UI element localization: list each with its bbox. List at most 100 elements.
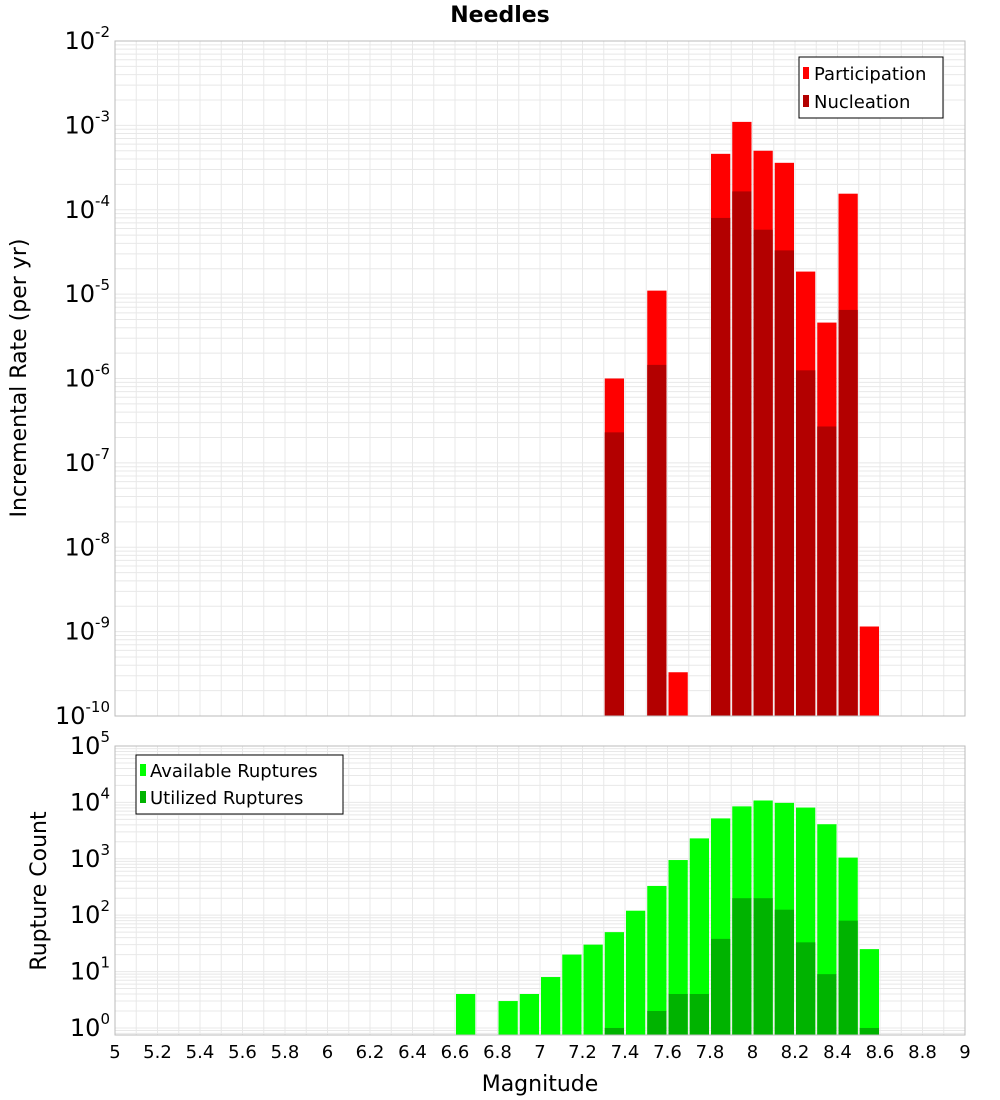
rate-legend-box bbox=[798, 56, 944, 119]
nucleation-bar bbox=[711, 217, 731, 716]
rate-legend: Participation Nucleation bbox=[798, 56, 944, 119]
participation-bar bbox=[859, 626, 879, 716]
y-tick-base: 10 bbox=[55, 702, 86, 730]
y-tick-exponent: -4 bbox=[95, 192, 110, 210]
x-tick-label: 6.8 bbox=[483, 1042, 512, 1063]
y-tick-base: 10 bbox=[64, 449, 95, 477]
x-tick-label: 7.2 bbox=[568, 1042, 597, 1063]
utilized-ruptures-bar bbox=[732, 898, 752, 1035]
x-tick-label: 8 bbox=[747, 1042, 758, 1063]
y-tick-label: 10-6 bbox=[64, 361, 110, 393]
y-tick-exponent: -7 bbox=[95, 445, 110, 463]
nucleation-bar bbox=[604, 432, 624, 716]
x-tick-label: 5.2 bbox=[143, 1042, 172, 1063]
chart-title: Needles bbox=[450, 3, 550, 28]
y-tick-label: 10-3 bbox=[64, 107, 110, 139]
utilized-legend-swatch bbox=[140, 791, 146, 803]
x-tick-label: 6.2 bbox=[356, 1042, 385, 1063]
available-ruptures-bar bbox=[859, 949, 879, 1035]
y-tick-base: 10 bbox=[70, 732, 101, 760]
count-bars bbox=[456, 800, 879, 1035]
x-tick-label: 8.4 bbox=[823, 1042, 852, 1063]
y-tick-label: 10-10 bbox=[55, 698, 110, 730]
y-tick-base: 10 bbox=[70, 901, 101, 929]
x-ticks: 5 5.2 5.4 5.6 5.8 6 6.2 6.4 6.6 6.8 7 7.2 7.4 7.6 7.8 8… bbox=[109, 1042, 970, 1063]
utilized-ruptures-bar bbox=[689, 994, 709, 1035]
nucleation-bar bbox=[732, 191, 752, 717]
nucleation-legend-label: Nucleation bbox=[814, 92, 910, 113]
y-tick-exponent: 2 bbox=[100, 897, 110, 915]
nucleation-bar bbox=[774, 250, 794, 717]
rate-bars bbox=[604, 121, 879, 717]
y-tick-exponent: -8 bbox=[95, 529, 110, 547]
y-tick-label: 104 bbox=[70, 784, 110, 816]
y-tick-base: 10 bbox=[64, 196, 95, 224]
nucleation-bar bbox=[796, 370, 816, 716]
utilized-ruptures-bar bbox=[859, 1027, 879, 1035]
y-tick-label: 10-2 bbox=[64, 23, 110, 55]
available-ruptures-bar bbox=[604, 932, 624, 1035]
rate-y-ticks: 10-210-310-410-510-610-710-810-910-10 bbox=[55, 23, 110, 730]
utilized-ruptures-bar bbox=[647, 1010, 667, 1035]
y-tick-base: 10 bbox=[64, 280, 95, 308]
y-tick-exponent: 3 bbox=[100, 841, 110, 859]
y-tick-label: 10-5 bbox=[64, 276, 110, 308]
x-tick-label: 8.8 bbox=[908, 1042, 937, 1063]
available-ruptures-bar bbox=[562, 954, 582, 1035]
nucleation-bar bbox=[647, 364, 667, 716]
available-ruptures-bar bbox=[647, 885, 667, 1035]
y-tick-label: 10-7 bbox=[64, 445, 110, 477]
y-tick-base: 10 bbox=[70, 958, 101, 986]
y-tick-base: 10 bbox=[64, 533, 95, 561]
count-legend: Available Ruptures Utilized Ruptures bbox=[135, 754, 344, 815]
utilized-ruptures-bar bbox=[668, 994, 688, 1035]
y-tick-label: 10-4 bbox=[64, 192, 110, 224]
y-tick-exponent: -9 bbox=[95, 614, 110, 632]
rate-grid bbox=[114, 40, 966, 717]
y-tick-exponent: 0 bbox=[100, 1010, 110, 1028]
x-tick-label: 7.8 bbox=[696, 1042, 725, 1063]
y-tick-base: 10 bbox=[70, 1014, 101, 1042]
y-tick-exponent: 5 bbox=[100, 728, 110, 746]
y-tick-base: 10 bbox=[64, 618, 95, 646]
y-tick-base: 10 bbox=[64, 111, 95, 139]
x-tick-label: 5.4 bbox=[186, 1042, 215, 1063]
nucleation-bar bbox=[753, 229, 773, 717]
count-plot-frame bbox=[114, 745, 966, 1036]
available-ruptures-bar bbox=[519, 994, 539, 1035]
y-tick-base: 10 bbox=[70, 788, 101, 816]
available-ruptures-bar bbox=[583, 944, 603, 1035]
utilized-ruptures-bar bbox=[817, 974, 837, 1035]
rate-y-axis-label: Incremental Rate (per yr) bbox=[7, 239, 32, 518]
participation-legend-swatch bbox=[803, 67, 809, 79]
available-ruptures-bar bbox=[456, 994, 476, 1035]
rate-panel: 10-210-310-410-510-610-710-810-910-10 In… bbox=[7, 23, 966, 730]
x-tick-label: 7 bbox=[534, 1042, 545, 1063]
y-tick-label: 101 bbox=[70, 954, 110, 986]
x-tick-label: 5 bbox=[109, 1042, 120, 1063]
available-legend-label: Available Ruptures bbox=[150, 761, 318, 782]
x-tick-label: 5.8 bbox=[271, 1042, 300, 1063]
y-tick-exponent: -2 bbox=[95, 23, 110, 41]
available-ruptures-bar bbox=[626, 910, 646, 1035]
y-tick-exponent: 4 bbox=[100, 784, 110, 802]
y-tick-exponent: -5 bbox=[95, 276, 110, 294]
y-tick-exponent: -10 bbox=[86, 698, 111, 716]
y-tick-base: 10 bbox=[70, 845, 101, 873]
participation-bar bbox=[668, 672, 688, 716]
utilized-legend-label: Utilized Ruptures bbox=[150, 788, 303, 809]
y-tick-label: 10-9 bbox=[64, 614, 110, 646]
available-ruptures-bar bbox=[689, 838, 709, 1035]
participation-legend-label: Participation bbox=[814, 64, 926, 85]
utilized-ruptures-bar bbox=[774, 909, 794, 1035]
y-tick-label: 100 bbox=[70, 1010, 110, 1042]
count-y-axis-label: Rupture Count bbox=[27, 811, 52, 971]
y-tick-base: 10 bbox=[64, 365, 95, 393]
x-tick-label: 7.6 bbox=[653, 1042, 682, 1063]
x-tick-label: 6.6 bbox=[441, 1042, 470, 1063]
y-tick-exponent: 1 bbox=[100, 954, 110, 972]
nucleation-legend-swatch bbox=[803, 95, 809, 107]
x-tick-label: 9 bbox=[959, 1042, 970, 1063]
